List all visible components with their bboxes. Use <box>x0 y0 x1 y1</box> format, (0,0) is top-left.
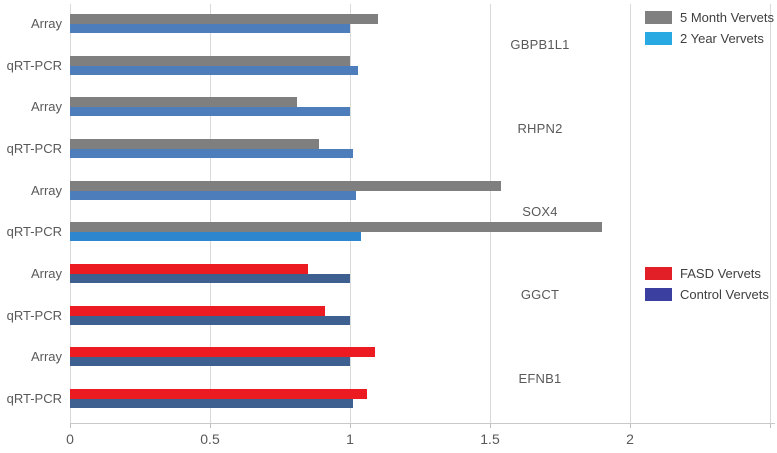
x-axis-tick <box>490 424 491 428</box>
x-tick-label: 0 <box>66 431 74 447</box>
gridline <box>490 4 491 423</box>
row-label: qRT-PCR <box>6 307 62 323</box>
bar-fasd-vervets <box>70 389 367 400</box>
legend-label: FASD Vervets <box>680 265 761 281</box>
gridline <box>630 4 631 423</box>
legend-item: 5 Month Vervets <box>645 9 774 25</box>
legend-label: 5 Month Vervets <box>680 9 774 25</box>
row-label: Array <box>30 99 62 115</box>
bar-5-month-vervets <box>70 55 350 66</box>
legend-top-right: 5 Month Vervets 2 Year Vervets <box>645 10 774 52</box>
x-tick-label: 2 <box>626 431 634 447</box>
bar-5-month-vervets <box>70 139 320 149</box>
gridline <box>70 4 71 423</box>
legend-item: Control Vervets <box>645 286 769 302</box>
bar-fasd-vervets <box>70 347 376 358</box>
legend-item: FASD Vervets <box>645 265 769 281</box>
row-label: Array <box>30 349 62 365</box>
bar-2-year-vervets <box>70 65 359 75</box>
x-axis-tick <box>210 424 211 428</box>
bar-control-vervets <box>70 357 350 367</box>
bar-5-month-vervets <box>70 180 502 191</box>
legend-label: 2 Year Vervets <box>680 30 764 46</box>
bar-2-year-vervets <box>70 107 350 117</box>
row-label: qRT-PCR <box>6 57 62 73</box>
gridline <box>350 4 351 423</box>
gene-label: EFNB1 <box>518 370 562 386</box>
legend-middle-right: FASD Vervets Control Vervets <box>645 266 769 308</box>
bar-control-vervets <box>70 274 350 284</box>
row-label: Array <box>30 182 62 198</box>
bar-2-year-vervets <box>70 149 353 158</box>
bar-fasd-vervets <box>70 305 325 316</box>
row-label: qRT-PCR <box>6 224 62 240</box>
x-tick-label: 1.5 <box>480 431 500 447</box>
x-axis-tick <box>630 424 631 428</box>
legend-item: 2 Year Vervets <box>645 30 774 46</box>
bar-5-month-vervets <box>70 222 602 233</box>
bar-2-year-vervets <box>70 190 356 200</box>
row-label: Array <box>30 266 62 282</box>
bar-2-year-vervets <box>70 232 362 242</box>
gridline <box>770 4 771 423</box>
bar-control-vervets <box>70 399 353 409</box>
row-label: qRT-PCR <box>6 391 62 407</box>
x-axis-tick <box>350 424 351 428</box>
bar-5-month-vervets <box>70 14 378 24</box>
legend-swatch-5-month-vervets <box>645 10 672 24</box>
row-label: Array <box>30 16 62 31</box>
gene-label: GGCT <box>520 287 560 303</box>
legend-swatch-fasd-vervets <box>645 266 672 280</box>
x-tick-label: 1 <box>346 431 354 447</box>
legend-swatch-2-year-vervets <box>645 31 672 45</box>
bar-fasd-vervets <box>70 264 308 275</box>
gene-label: GBPB1L1 <box>510 37 570 53</box>
bar-control-vervets <box>70 315 350 325</box>
x-axis-tick <box>70 424 71 428</box>
gridline <box>210 4 211 423</box>
bar-5-month-vervets <box>70 97 297 108</box>
x-tick-label: 0.5 <box>200 431 220 447</box>
x-axis-tick <box>770 424 771 428</box>
x-axis-line <box>70 423 775 424</box>
bar-2-year-vervets <box>70 24 350 33</box>
gene-label: RHPN2 <box>517 120 563 136</box>
gene-label: SOX4 <box>522 204 558 219</box>
legend-swatch-control-vervets <box>645 287 672 301</box>
legend-label: Control Vervets <box>680 286 769 302</box>
row-label: qRT-PCR <box>6 141 62 156</box>
